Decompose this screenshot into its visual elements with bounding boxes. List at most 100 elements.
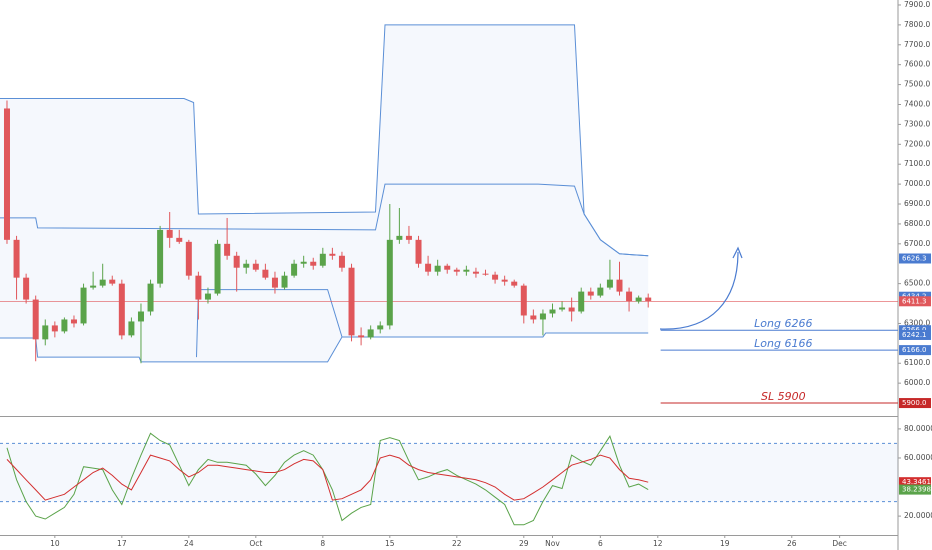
candle-body [310, 261, 317, 266]
price-tag-label: 6626.3 [902, 254, 927, 262]
candle-body [415, 239, 422, 264]
candle-body [539, 313, 546, 320]
candle-body [157, 229, 164, 284]
y-tick-label: 7000.0 [904, 179, 930, 188]
candle-body [61, 319, 68, 332]
price-tag-label: 6242.1 [902, 331, 927, 339]
candle-body [23, 277, 30, 300]
price-tag-label: 5900.0 [902, 399, 927, 407]
candle-body [118, 283, 125, 336]
x-tick-label: 8 [320, 539, 325, 548]
candle-body [70, 319, 77, 324]
price-tag [899, 253, 931, 264]
x-tick-label: 17 [117, 539, 127, 548]
y-tick-label: 6300.0 [904, 318, 930, 327]
candle-body [358, 335, 365, 338]
candle-body [214, 243, 221, 294]
candle-body [645, 297, 652, 302]
x-tick-label: 24 [184, 539, 194, 548]
candle-body [396, 235, 403, 240]
y-tick-label: 6700.0 [904, 239, 930, 248]
candle-body [453, 269, 460, 272]
candle-body [348, 267, 355, 336]
candle-body [386, 239, 393, 326]
level-label: Long 6266 [754, 317, 812, 330]
candle-body [559, 307, 566, 310]
candle-body [377, 325, 384, 330]
y-tick-label: 7800.0 [904, 20, 930, 29]
candle-body [463, 269, 470, 272]
y-tick-label: 7400.0 [904, 99, 930, 108]
channel-line [196, 289, 343, 358]
candle-body [51, 325, 58, 332]
candle-body [472, 271, 479, 274]
y-tick-label: 7900.0 [904, 0, 930, 9]
candle-body [319, 253, 326, 266]
candle-body [300, 261, 307, 264]
candle-body [262, 269, 269, 278]
x-tick-label: 6 [598, 539, 603, 548]
candle-body [530, 315, 537, 320]
candle-body [597, 287, 604, 296]
candle-body [616, 279, 623, 292]
candle-body [281, 275, 288, 288]
candle-body [224, 243, 231, 256]
x-tick-label: 19 [720, 539, 730, 548]
candle-body [482, 273, 489, 275]
y-tick-label: 6800.0 [904, 219, 930, 228]
candle-body [626, 291, 633, 302]
y-tick-label: 7300.0 [904, 119, 930, 128]
forecast-arrow [659, 251, 739, 330]
candle-body [185, 241, 192, 276]
candle-body [568, 307, 575, 312]
price-tag [899, 398, 931, 409]
candle-body [425, 263, 432, 272]
candle-body [137, 311, 144, 322]
candle-body [3, 108, 10, 240]
candle-body [587, 291, 594, 296]
candle-body [243, 263, 250, 268]
candle-body [329, 253, 336, 256]
price-tag [899, 296, 931, 307]
band-fill [0, 443, 898, 502]
level-label: SL 5900 [761, 390, 806, 403]
candle-body [367, 329, 374, 338]
x-tick-label: Dec [832, 539, 847, 548]
candle-body [252, 263, 259, 270]
x-tick-label: Oct [249, 539, 262, 548]
y-tick-label: 6500.0 [904, 279, 930, 288]
candle-body [195, 275, 202, 300]
candle-body [492, 274, 499, 280]
candle-body [606, 279, 613, 288]
indicator-line [6, 432, 649, 526]
candle-body [434, 265, 441, 272]
candle-body [405, 235, 412, 240]
x-tick-label: Nov [545, 539, 560, 548]
price-tag [899, 345, 931, 356]
candle-body [549, 309, 556, 314]
y-tick-label: 80.0000 [904, 424, 932, 433]
x-tick-label: 26 [787, 539, 797, 548]
y-tick-label: 7500.0 [904, 80, 930, 89]
candle-body [338, 255, 345, 268]
price-tag [899, 329, 931, 340]
channel-line [0, 332, 649, 363]
level-label: Long 6166 [754, 337, 812, 350]
y-tick-label: 7600.0 [904, 60, 930, 69]
candle-body [32, 299, 39, 340]
candle-body [204, 293, 211, 300]
candle-body [147, 283, 154, 312]
candle-body [501, 279, 508, 282]
candle-body [635, 297, 642, 302]
indicator-line [6, 454, 649, 501]
x-tick-label: 22 [452, 539, 462, 548]
candle-body [166, 229, 173, 238]
y-tick-label: 6100.0 [904, 358, 930, 367]
y-tick-label: 7700.0 [904, 40, 930, 49]
y-tick-label: 7100.0 [904, 159, 930, 168]
forecast-arrow-head [732, 246, 743, 259]
price-tag-label: 38.2398 [902, 486, 931, 494]
x-tick-label: 12 [653, 539, 663, 548]
y-tick-label: 7200.0 [904, 139, 930, 148]
